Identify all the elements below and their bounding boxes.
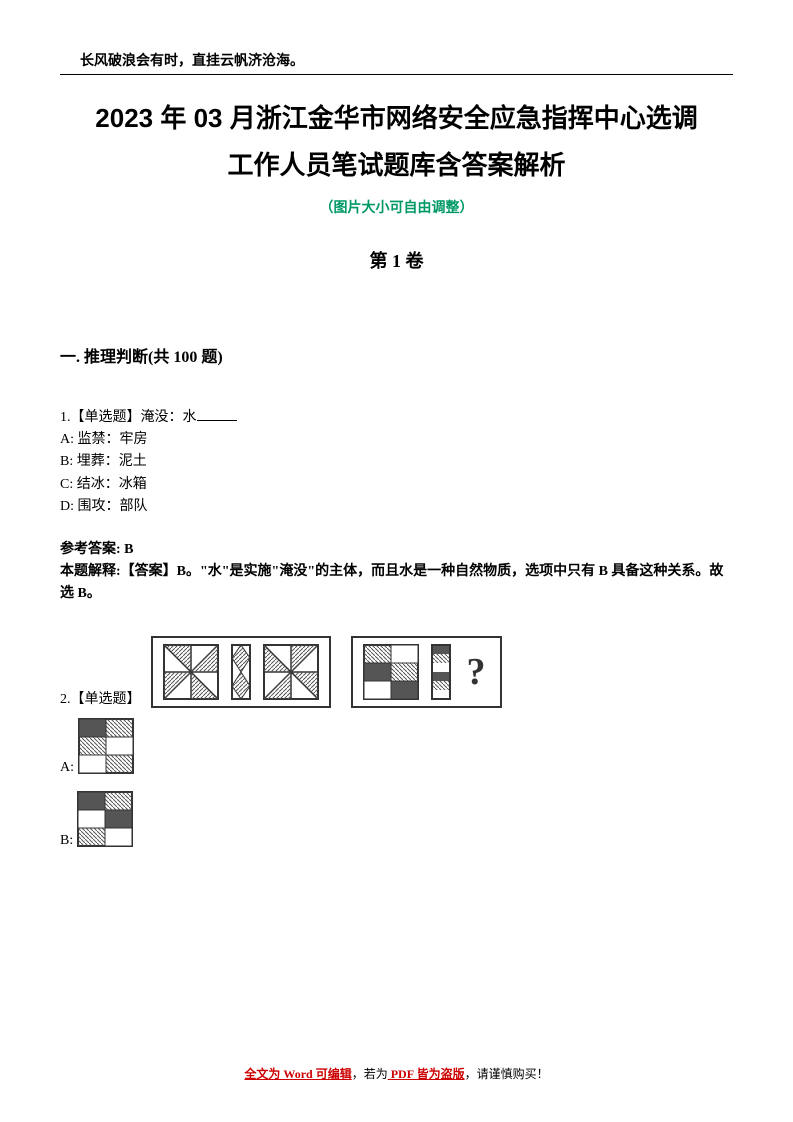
q2-label: 2.【单选题】 (60, 688, 141, 708)
q2-group-2: ? (351, 636, 502, 708)
main-title-line2: 工作人员笔试题库含答案解析 (60, 142, 733, 189)
q2-figure-strip: ? (151, 636, 502, 708)
question-2: 2.【单选题】 (60, 636, 733, 708)
q2-option-b-figure (77, 791, 133, 847)
footer-part4: ，请谨慎购买！ (465, 1067, 549, 1081)
q2-option-a-row: A: (60, 718, 733, 776)
q1-answer-label: 参考答案: B (60, 539, 733, 561)
q1-option-a: A: 监禁：牢房 (60, 429, 733, 451)
footer-part2: ，若为 (352, 1067, 388, 1081)
question-1: 1.【单选题】淹没：水 A: 监禁：牢房 B: 埋葬：泥土 C: 结冰：冰箱 D… (60, 407, 733, 519)
fig-grid-1 (363, 644, 419, 700)
q2-option-a-figure (78, 718, 134, 774)
footer: 全文为 Word 可编辑，若为 PDF 皆为盗版，请谨慎购买！ (0, 1065, 793, 1082)
header-divider (60, 74, 733, 75)
fig-square-triangles-2 (263, 644, 319, 700)
fig-square-triangles-1 (163, 644, 219, 700)
q1-option-b: B: 埋葬：泥土 (60, 451, 733, 473)
section-title: 一. 推理判断(共 100 题) (60, 343, 733, 367)
fig-narrow-diamonds (231, 644, 251, 700)
main-title-line1: 2023 年 03 月浙江金华市网络安全应急指挥中心选调 (60, 95, 733, 142)
footer-part3: PDF 皆为盗版 (388, 1067, 465, 1081)
subtitle: （图片大小可自由调整） (60, 197, 733, 217)
q1-answer: 参考答案: B 本题解释:【答案】B。"水"是实施"淹没"的主体，而且水是一种自… (60, 539, 733, 606)
q2-option-b-label: B: (60, 833, 73, 849)
q1-explanation: 本题解释:【答案】B。"水"是实施"淹没"的主体，而且水是一种自然物质，选项中只… (60, 561, 733, 606)
q1-option-c: C: 结冰：冰箱 (60, 474, 733, 496)
q2-group-1 (151, 636, 331, 708)
footer-part1: 全文为 Word 可编辑 (244, 1067, 351, 1081)
q1-blank (197, 407, 237, 421)
fig-narrow-bars (431, 644, 451, 700)
volume-title: 第 1 卷 (60, 247, 733, 273)
question-mark-icon: ? (463, 650, 490, 694)
header-quote: 长风破浪会有时，直挂云帆济沧海。 (60, 50, 733, 70)
q2-option-a-label: A: (60, 760, 74, 776)
q2-option-b-row: B: (60, 791, 733, 849)
q1-option-d: D: 围攻：部队 (60, 496, 733, 518)
q1-stem: 1.【单选题】淹没：水 (60, 410, 197, 425)
